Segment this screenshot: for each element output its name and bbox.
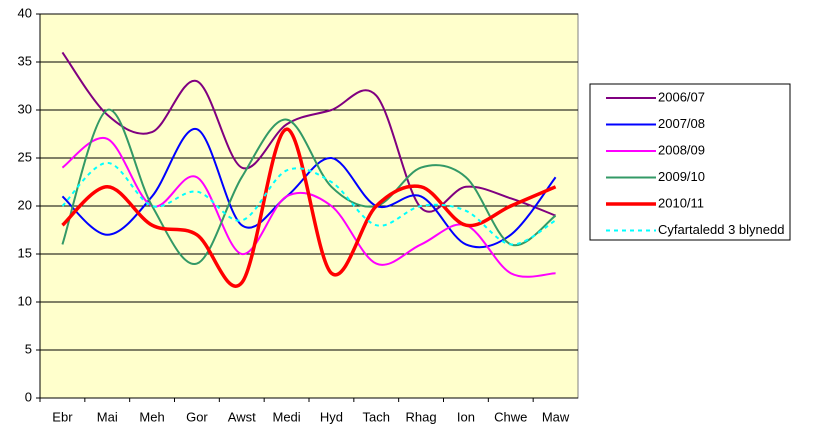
y-tick-label: 25 [18, 149, 32, 164]
y-tick-label: 5 [25, 341, 32, 356]
x-tick-label: Tach [363, 409, 390, 424]
x-tick-label: Mai [97, 409, 118, 424]
x-tick-label: Awst [228, 409, 256, 424]
y-tick-label: 0 [25, 389, 32, 404]
y-tick-label: 35 [18, 53, 32, 68]
y-tick-label: 30 [18, 101, 32, 116]
x-tick-label: Medi [272, 409, 300, 424]
series-line [61, 127, 557, 288]
x-tick-label: Gor [186, 409, 208, 424]
legend-label: 2007/08 [658, 116, 705, 131]
series-line [61, 108, 557, 265]
legend-label: 2008/09 [658, 142, 705, 157]
y-tick-label: 10 [18, 293, 32, 308]
x-tick-label: Chwe [494, 409, 527, 424]
y-tick-label: 40 [18, 5, 32, 20]
x-tick-label: Maw [542, 409, 570, 424]
x-tick-label: Ebr [52, 409, 73, 424]
series-line [61, 128, 557, 249]
y-tick-label: 15 [18, 245, 32, 260]
series-line [61, 51, 556, 217]
legend-label: 2010/11 [658, 195, 704, 210]
x-tick-label: Hyd [320, 409, 343, 424]
series-line [61, 161, 557, 246]
x-tick-label: Rhag [406, 409, 437, 424]
x-tick-label: Meh [139, 409, 164, 424]
legend [589, 83, 791, 241]
y-tick-label: 20 [18, 197, 32, 212]
legend-label: Cyfartaledd 3 blynedd [658, 222, 784, 237]
legend-label: 2009/10 [658, 169, 705, 184]
x-tick-label: Ion [457, 409, 475, 424]
legend-label: 2006/07 [658, 89, 705, 104]
